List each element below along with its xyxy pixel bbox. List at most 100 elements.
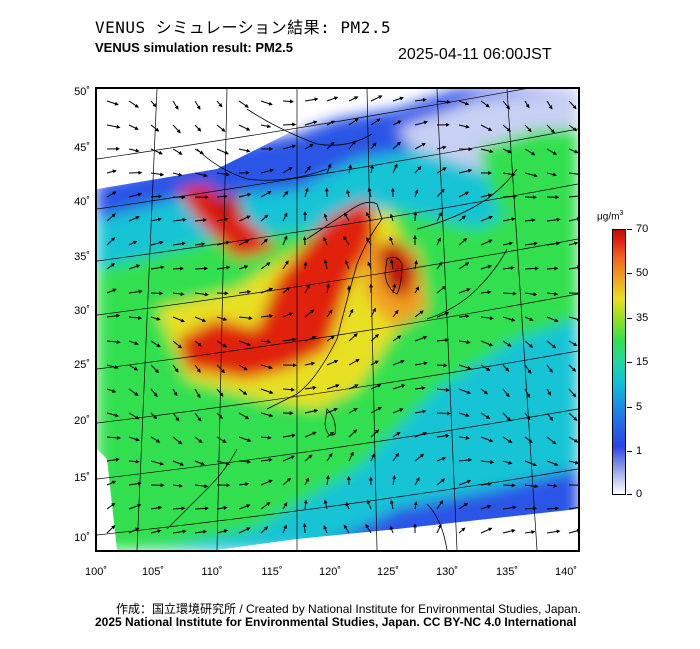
wind-arrow: [282, 455, 295, 462]
wind-arrow: [150, 436, 161, 443]
wind-arrow: [194, 316, 207, 322]
wind-arrow: [326, 309, 333, 318]
wind-arrow: [172, 340, 183, 349]
wind-arrow: [524, 316, 534, 321]
wind-arrow: [370, 118, 381, 126]
wind-arrow: [282, 286, 291, 294]
wind-arrow: [150, 529, 162, 534]
lon-tick-label: 125˚: [376, 566, 400, 578]
wind-arrow: [414, 286, 420, 294]
wind-arrow: [413, 260, 418, 270]
wind-arrow: [480, 100, 490, 108]
wind-arrow: [480, 124, 493, 131]
wind-arrow: [392, 408, 404, 414]
wind-arrow: [172, 388, 178, 397]
wind-arrow: [480, 264, 492, 270]
wind-arrow: [172, 241, 186, 246]
wind-arrow: [436, 387, 450, 392]
wind-arrow: [502, 460, 513, 465]
wind-arrow: [502, 124, 511, 132]
colorbar-unit: μg/m3: [597, 210, 624, 223]
wind-arrow: [260, 262, 271, 270]
wind-arrow: [389, 236, 394, 246]
pm25-map: [95, 87, 580, 552]
wind-arrow: [458, 100, 470, 106]
wind-arrow: [568, 195, 578, 198]
wind-arrow: [480, 148, 494, 154]
wind-arrow: [344, 259, 350, 270]
wind-arrow: [194, 412, 202, 422]
wind-arrow: [436, 478, 446, 486]
wind-arrow: [502, 194, 517, 199]
wind-arrow: [348, 140, 356, 150]
wind-arrow: [326, 96, 339, 102]
wind-arrow: [172, 217, 187, 222]
wind-arrow: [128, 436, 140, 442]
wind-arrow: [216, 529, 229, 534]
wind-arrow: [216, 124, 226, 132]
wind-arrow: [303, 261, 308, 270]
wind-arrow: [323, 259, 328, 270]
wind-arrow: [150, 240, 164, 246]
wind-arrow: [238, 412, 250, 420]
wind-arrow: [128, 240, 138, 246]
colorbar-tick: [627, 451, 632, 452]
wind-arrow: [238, 148, 251, 153]
title-english: VENUS simulation result: PM2.5: [95, 40, 293, 55]
wind-arrow: [282, 99, 294, 104]
colorbar-tick: [627, 273, 632, 274]
wind-arrow: [436, 212, 442, 222]
wind-arrow: [458, 215, 466, 222]
wind-arrow: [238, 388, 248, 395]
wind-arrow: [282, 122, 297, 127]
wind-arrow: [568, 436, 578, 443]
wind-arrow: [524, 218, 536, 223]
wind-arrow: [502, 241, 514, 246]
lat-tick-label: 10˚: [74, 532, 90, 544]
wind-arrow: [480, 316, 494, 321]
wind-arrow: [436, 99, 451, 104]
lat-tick-label: 20˚: [74, 415, 90, 427]
colorbar-label: 0: [636, 488, 643, 500]
wind-arrow: [150, 148, 163, 155]
wind-arrow: [304, 97, 319, 102]
wind-arrow: [238, 459, 252, 464]
wind-arrow: [106, 435, 121, 440]
lat-tick-label: 40˚: [74, 196, 90, 208]
wind-arrow: [546, 172, 557, 177]
wind-arrow: [546, 291, 559, 296]
wind-arrow: [282, 212, 288, 222]
title-japanese: VENUS シミュレーション結果: PM2.5: [95, 18, 392, 37]
wind-arrow: [238, 265, 249, 270]
wind-arrow: [568, 316, 578, 322]
wind-arrow: [502, 483, 516, 488]
wind-arrow: [346, 189, 351, 198]
wind-arrow: [343, 524, 350, 534]
wind-arrow: [150, 364, 160, 374]
wind-arrow: [282, 144, 297, 150]
wind-arrow: [128, 289, 143, 294]
wind-arrow: [392, 163, 398, 174]
wind-arrow: [480, 504, 492, 510]
wind-arrow: [458, 340, 471, 345]
wind-arrow: [480, 290, 492, 295]
wind-arrow: [194, 364, 201, 373]
wind-arrow: [370, 453, 375, 462]
wind-arrow: [348, 164, 353, 174]
wind-arrow: [414, 335, 428, 342]
wind-arrow: [128, 100, 139, 108]
wind-arrow: [458, 262, 470, 270]
wind-arrow: [106, 340, 121, 344]
wind-arrow: [216, 388, 224, 397]
wind-arrow: [172, 364, 179, 373]
wind-arrow: [502, 364, 510, 372]
wind-arrow: [458, 288, 471, 294]
wind-arrow: [458, 479, 472, 486]
wind-arrow: [304, 431, 317, 438]
wind-arrow: [106, 364, 119, 370]
wind-arrow: [546, 436, 557, 445]
wind-arrow: [216, 505, 228, 510]
wind-arrow: [546, 412, 554, 422]
wind-arrow: [413, 211, 418, 222]
wind-arrow: [260, 238, 268, 246]
